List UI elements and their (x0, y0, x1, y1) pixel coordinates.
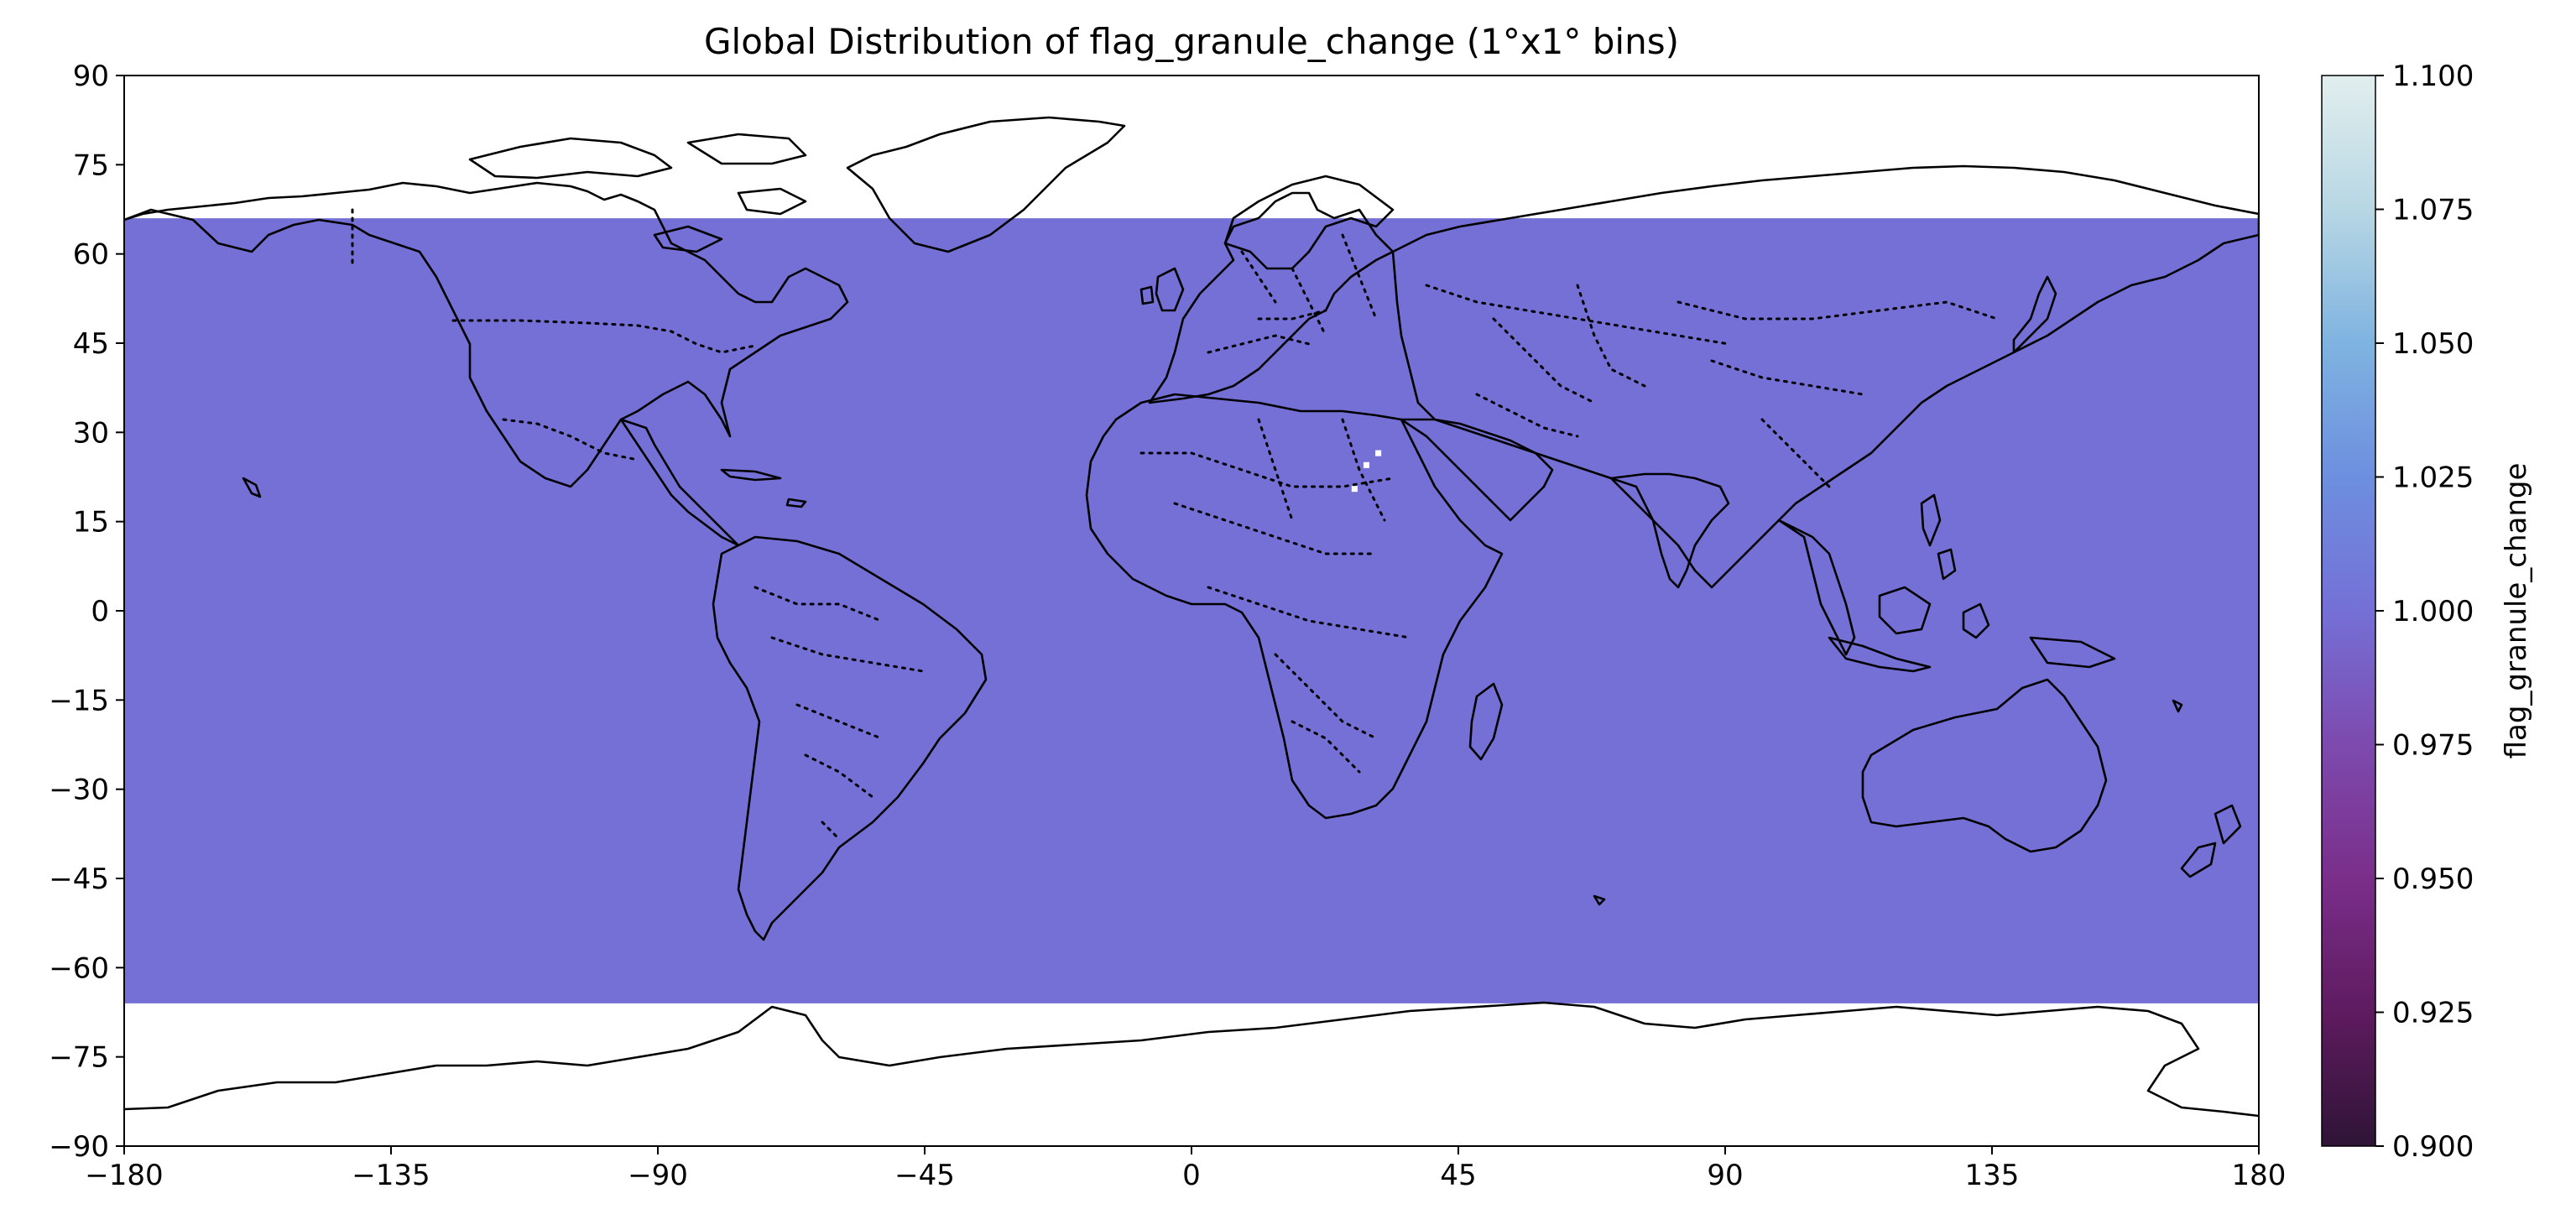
coastline-antarctica (124, 1001, 2259, 1118)
y-tick-label: 60 (73, 238, 109, 272)
missing-cell (1375, 450, 1382, 456)
coastline-pacific-islands (242, 477, 2183, 906)
y-tick-label: −45 (49, 863, 109, 896)
x-tick-label: 45 (1440, 1159, 1476, 1192)
y-tick-label: −60 (49, 951, 109, 985)
border-asia (1425, 284, 1999, 488)
colorbar-tick-label: 1.025 (2392, 461, 2474, 495)
colorbar-tick-label: 1.100 (2392, 60, 2474, 93)
x-tick-label: −135 (352, 1159, 430, 1192)
colorbar-tick-label: 0.950 (2392, 863, 2474, 896)
x-tick-label: −45 (894, 1159, 955, 1192)
coastline-japan (2012, 275, 2057, 354)
x-tick-label: 180 (2232, 1159, 2287, 1192)
x-tick-label: 90 (1707, 1159, 1743, 1192)
coastline-indonesia (1828, 586, 2116, 673)
coastline-philippines (1920, 493, 1957, 581)
y-tick-label: 30 (73, 416, 109, 450)
coastline-australia (1861, 678, 2108, 853)
x-tick-label: 0 (1182, 1159, 1201, 1192)
border-south-america (754, 586, 925, 841)
x-tick-label: −90 (628, 1159, 688, 1192)
coastline-arctic-islands (468, 133, 807, 253)
chart-title: Global Distribution of flag_granule_chan… (704, 21, 1679, 62)
y-axis: −90 −75 −60 −45 −30 −15 0 15 30 45 60 75 90 (49, 60, 124, 1164)
y-tick-label: −90 (49, 1130, 109, 1164)
country-borders (351, 208, 1999, 841)
colorbar-tick-label: 0.975 (2392, 729, 2474, 763)
coastline-madagascar (1468, 682, 1504, 761)
colorbar-tick-label: 1.050 (2392, 327, 2474, 361)
coastline-arabia (1400, 418, 1554, 522)
y-tick-label: 75 (73, 149, 109, 182)
colorbar-tick-label: 1.075 (2392, 194, 2474, 227)
missing-cell (1363, 461, 1369, 468)
y-tick-label: −15 (49, 684, 109, 717)
colorbar-tick-label: 0.900 (2392, 1130, 2474, 1164)
x-axis: −180 −135 −90 −45 0 45 90 135 180 (85, 1146, 2286, 1192)
y-tick-label: 15 (73, 506, 109, 539)
coastline-asia (1391, 164, 2259, 589)
x-tick-label: 135 (1965, 1159, 2020, 1192)
coastlines (124, 116, 2259, 1118)
y-tick-label: −75 (49, 1041, 109, 1075)
coastline-europe (1148, 191, 1395, 404)
coastline-india (1609, 472, 1730, 589)
coastline-scandinavia (1223, 175, 1395, 270)
colorbar (2321, 75, 2376, 1147)
missing-cell (1351, 486, 1358, 493)
y-tick-label: 45 (73, 327, 109, 361)
x-tick-label: −180 (85, 1159, 163, 1192)
colorbar-label: flag_granule_change (2500, 463, 2533, 759)
coastline-southeast-asia (1777, 519, 1856, 656)
border-europe (1207, 233, 1378, 354)
y-tick-label: 90 (73, 60, 109, 93)
coastline-central-america (619, 418, 740, 547)
coastline-caribbean (720, 468, 807, 508)
data-band-layer (124, 218, 2259, 1003)
coastline-south-america (712, 535, 988, 941)
coastline-greenland (846, 116, 1126, 253)
coastline-north-america (124, 181, 849, 488)
coastline-british-isles (1139, 267, 1185, 312)
y-tick-label: −30 (49, 774, 109, 807)
colorbar-axis: 0.900 0.925 0.950 0.975 1.000 1.025 1.050 1.075… (2375, 60, 2474, 1164)
coastline-new-zealand (2180, 804, 2242, 878)
y-tick-label: 0 (91, 595, 109, 628)
border-us-mexico (502, 418, 639, 461)
border-us-canada (451, 319, 757, 354)
data-band (124, 218, 2259, 1003)
colorbar-tick-label: 1.000 (2392, 595, 2474, 628)
coastline-africa (1085, 393, 1504, 820)
colorbar-tick-label: 0.925 (2392, 997, 2474, 1030)
